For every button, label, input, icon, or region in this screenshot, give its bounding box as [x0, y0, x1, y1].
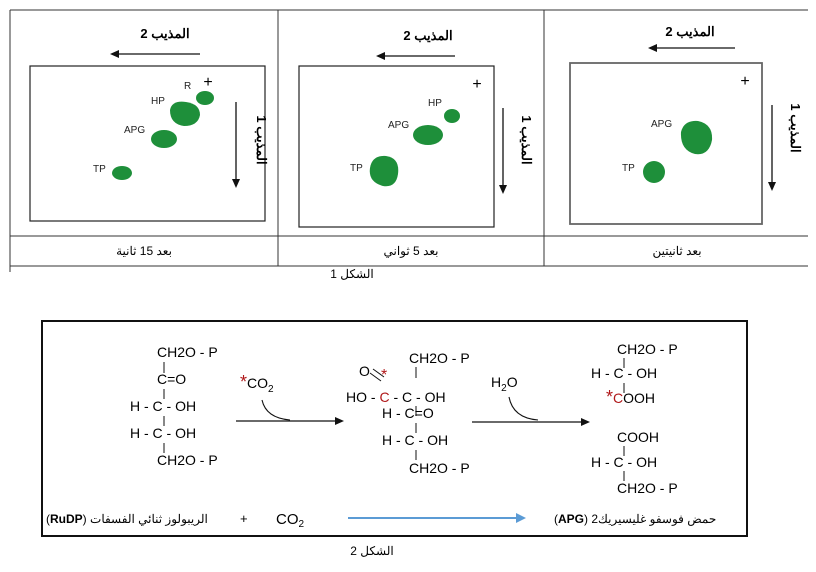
- co2-curved-arrow: [261, 399, 291, 421]
- intermediate-line-1: CH2O - P: [409, 350, 470, 366]
- figure-1-chromatograms: المذيب 2 المذيب 1 + R HP APG TP بعد 15 ث…: [9, 9, 808, 281]
- spot-tp: [643, 161, 665, 183]
- h2o-reactant: H2O: [491, 374, 518, 394]
- co2-reactant: *CO2: [240, 372, 274, 395]
- equation-rudp: (RuDP) الريبولوز ثنائي الفسفات: [46, 512, 208, 526]
- chromatogram-paper: [298, 65, 495, 228]
- spot-apg: [680, 120, 713, 155]
- panel-15-seconds: المذيب 2 المذيب 1 + R HP APG TP بعد 15 ث…: [29, 26, 269, 258]
- rudp-line-1: CH2O - P: [157, 344, 218, 360]
- figure-1-caption: الشكل 1: [330, 267, 373, 281]
- spot-label-tp: TP: [622, 163, 635, 174]
- origin-mark: +: [472, 76, 481, 93]
- reaction-arrow-1: [236, 417, 344, 425]
- rudp-line-3: H - C - OH: [130, 398, 196, 414]
- origin-mark: +: [740, 73, 749, 90]
- solvent-2-label: المذيب 2: [140, 26, 189, 41]
- solvent-2-arrow: [648, 44, 735, 52]
- solvent-2-label: المذيب 2: [665, 24, 714, 39]
- spot-label-apg: APG: [388, 120, 409, 131]
- intermediate-carbonyl-o: O: [359, 363, 370, 379]
- solvent-1-label: المذيب 1: [519, 115, 534, 164]
- equation-co2: CO2: [276, 511, 305, 530]
- apg2-line-2: H - C - OH: [591, 454, 657, 470]
- intermediate-label-marker: *: [381, 367, 387, 384]
- chromatogram-paper: [569, 62, 763, 225]
- equation-arrow: [348, 513, 526, 523]
- intermediate-line-3: H - C=O: [382, 405, 434, 421]
- panel-2-seconds: المذيب 2 المذيب 1 + APG TP بعد ثانيتين: [569, 24, 803, 258]
- apg-molecule-1: CH2O - P H - C - OH *COOH: [591, 341, 678, 407]
- spot-tp: [112, 166, 132, 180]
- figure-2-frame: [41, 320, 748, 537]
- rudp-line-4: H - C - OH: [130, 425, 196, 441]
- h2o-curved-arrow: [508, 396, 539, 421]
- spot-label-apg: APG: [651, 119, 672, 130]
- apg-molecule-2: COOH H - C - OH CH2O - P: [591, 429, 678, 496]
- time-label-15s: بعد 15 ثانية: [116, 244, 172, 258]
- figure-1-table-frame: [9, 9, 808, 272]
- chromatogram-paper: [29, 65, 266, 222]
- spot-label-apg: APG: [124, 125, 145, 136]
- solvent-1-arrow: [232, 102, 240, 188]
- spot-label-r: R: [184, 81, 191, 92]
- solvent-2-arrow: [376, 52, 455, 60]
- time-label-5s: بعد 5 ثواني: [383, 244, 438, 258]
- intermediate-line-2: HO - C - C - OH: [346, 389, 446, 405]
- equation-plus: +: [240, 511, 248, 526]
- solvent-2-label: المذيب 2: [403, 28, 452, 43]
- spot-tp: [369, 155, 399, 187]
- solvent-2-arrow: [110, 50, 200, 58]
- solvent-1-label: المذيب 1: [254, 115, 269, 164]
- apg2-line-1: COOH: [617, 429, 659, 445]
- spot-label-tp: TP: [93, 164, 106, 175]
- figure-2-caption: الشكل 2: [350, 544, 393, 558]
- apg1-line-2: H - C - OH: [591, 365, 657, 381]
- spot-label-hp: HP: [151, 96, 165, 107]
- intermediate-line-5: CH2O - P: [409, 460, 470, 476]
- apg2-line-3: CH2O - P: [617, 480, 678, 496]
- spot-hp: [444, 109, 460, 123]
- rudp-line-5: CH2O - P: [157, 452, 218, 468]
- spot-hp: [170, 101, 200, 126]
- spot-label-tp: TP: [350, 163, 363, 174]
- intermediate-line-4: H - C - OH: [382, 432, 448, 448]
- equation-apg: (APG) 2حمض فوسفو غليسيريك: [554, 512, 716, 526]
- spot-label-hp: HP: [428, 98, 442, 109]
- solvent-1-arrow: [499, 108, 507, 194]
- apg1-line-1: CH2O - P: [617, 341, 678, 357]
- spot-apg: [151, 130, 177, 148]
- solvent-1-label: المذيب 1: [788, 103, 803, 152]
- rudp-structure: CH2O - P C=O H - C - OH H - C - OH CH2O …: [130, 344, 218, 468]
- solvent-1-arrow: [768, 105, 776, 191]
- spot-r: [196, 91, 214, 105]
- spot-apg: [413, 125, 443, 145]
- rudp-line-2: C=O: [157, 371, 186, 387]
- time-label-2s: بعد ثانيتين: [652, 244, 701, 258]
- intermediate-structure: CH2O - P O * HO - C - C - OH H - C=O H -…: [346, 350, 470, 476]
- origin-mark: +: [203, 74, 212, 91]
- reaction-arrow-2: [472, 418, 590, 426]
- summary-equation: (RuDP) الريبولوز ثنائي الفسفات + CO2 (AP…: [46, 511, 716, 530]
- apg1-line-3: *COOH: [606, 387, 655, 407]
- panel-5-seconds: المذيب 2 المذيب 1 + HP APG TP بعد 5 ثوان…: [298, 28, 534, 258]
